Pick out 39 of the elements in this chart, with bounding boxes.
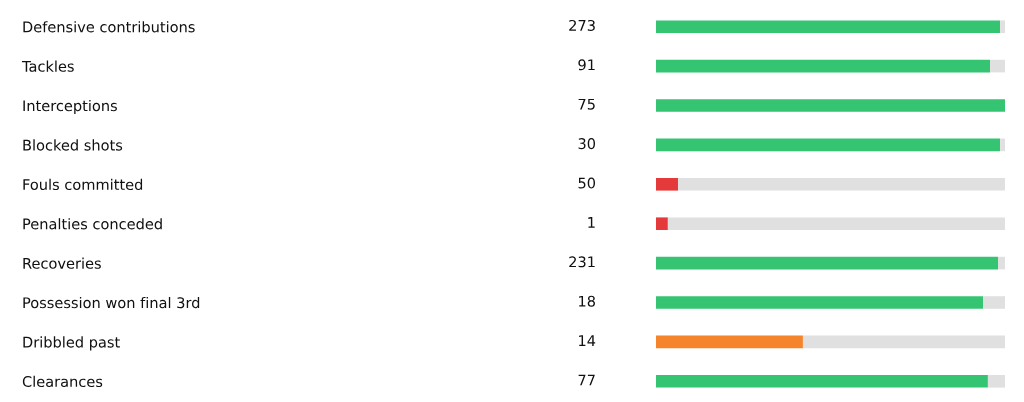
text: 14 xyxy=(579,335,596,346)
bar xyxy=(656,99,1005,112)
y-tick-label: Tackles xyxy=(21,60,74,72)
text: 75 xyxy=(578,98,595,110)
y-tick-label: Clearances xyxy=(22,375,103,388)
bar xyxy=(667,217,1005,230)
bar xyxy=(656,296,984,309)
y-tick-label: Possession won final 3rd xyxy=(23,296,200,309)
y-tick-label: Blocked shots xyxy=(23,139,123,151)
bar xyxy=(1000,20,1005,33)
y-tick-label: Defensive contributions xyxy=(23,21,195,33)
bar xyxy=(656,217,668,230)
y-tick-label: Recoveries xyxy=(23,257,101,269)
bar xyxy=(656,59,990,73)
y-tick-label: Interceptions xyxy=(23,99,117,115)
text: 231 xyxy=(569,256,595,268)
bar xyxy=(677,178,1005,191)
bar xyxy=(989,59,1005,73)
y-tick-label: Dribbled past xyxy=(23,336,120,351)
bar xyxy=(1000,138,1005,152)
bar xyxy=(656,178,678,191)
text: 30 xyxy=(578,138,596,150)
bar xyxy=(656,375,988,388)
text: 273 xyxy=(569,19,595,31)
y-tick-label: Fouls committed xyxy=(23,178,143,191)
bar xyxy=(983,296,1005,309)
bar xyxy=(656,335,803,349)
bar xyxy=(802,335,1005,349)
text: 1 xyxy=(588,217,595,228)
text: 77 xyxy=(578,374,595,386)
y-tick-label: Penalties conceded xyxy=(23,218,162,230)
text: 50 xyxy=(578,177,596,189)
bar xyxy=(656,256,999,270)
text: 18 xyxy=(579,295,595,307)
bar xyxy=(656,138,1001,152)
text: 91 xyxy=(578,59,595,71)
bar xyxy=(656,20,1001,33)
bar xyxy=(998,256,1005,270)
bar xyxy=(987,375,1005,388)
